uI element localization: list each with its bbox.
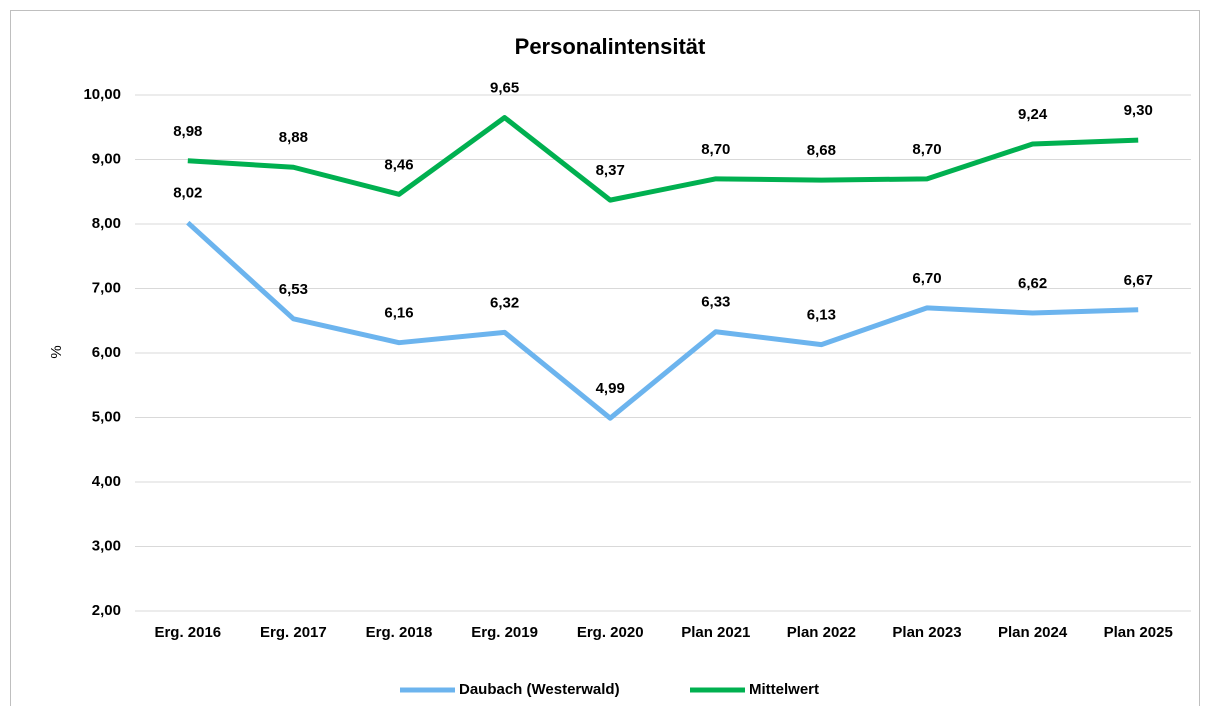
legend-label: Mittelwert <box>749 681 819 698</box>
x-tick-label: Erg. 2019 <box>471 624 538 641</box>
data-label: 6,32 <box>490 294 519 311</box>
data-label: 8,68 <box>807 142 836 159</box>
data-label: 6,62 <box>1018 275 1047 292</box>
data-label: 8,88 <box>279 129 308 146</box>
legend-label: Daubach (Westerwald) <box>459 681 620 698</box>
data-label: 9,24 <box>1018 106 1048 123</box>
x-tick-label: Plan 2025 <box>1104 624 1173 641</box>
data-label: 8,70 <box>912 141 941 158</box>
y-tick-label: 9,00 <box>92 150 121 167</box>
y-tick-label: 4,00 <box>92 473 121 490</box>
data-label: 9,30 <box>1124 102 1153 119</box>
data-label: 6,70 <box>912 270 941 287</box>
y-axis-label: % <box>48 345 65 358</box>
chart-title: Personalintensität <box>515 34 706 59</box>
x-tick-label: Erg. 2020 <box>577 624 644 641</box>
data-label: 6,16 <box>384 305 413 322</box>
y-tick-label: 5,00 <box>92 408 121 425</box>
data-label: 9,65 <box>490 80 519 97</box>
series-line <box>186 220 1139 421</box>
data-label: 8,37 <box>596 162 625 179</box>
x-tick-label: Erg. 2018 <box>366 624 433 641</box>
x-tick-label: Plan 2024 <box>998 624 1068 641</box>
data-label: 8,46 <box>384 156 413 173</box>
y-tick-label: 6,00 <box>92 344 121 361</box>
y-tick-label: 2,00 <box>92 602 121 619</box>
x-tick-label: Plan 2023 <box>892 624 961 641</box>
data-label: 8,02 <box>173 185 202 202</box>
x-tick-label: Erg. 2016 <box>154 624 221 641</box>
series-line <box>187 115 1139 203</box>
x-tick-label: Plan 2022 <box>787 624 856 641</box>
data-label: 6,13 <box>807 307 836 324</box>
chart-border <box>10 10 1200 706</box>
x-tick-label: Plan 2021 <box>681 624 750 641</box>
y-tick-label: 8,00 <box>92 215 121 232</box>
data-label: 8,70 <box>701 141 730 158</box>
y-tick-label: 3,00 <box>92 537 121 554</box>
y-tick-label: 7,00 <box>92 279 121 296</box>
x-tick-label: Erg. 2017 <box>260 624 327 641</box>
data-label: 8,98 <box>173 123 202 140</box>
data-label: 6,33 <box>701 294 730 311</box>
data-label: 6,53 <box>279 281 308 298</box>
data-label: 4,99 <box>596 380 625 397</box>
y-tick-label: 10,00 <box>83 86 121 103</box>
data-label: 6,67 <box>1124 272 1153 289</box>
